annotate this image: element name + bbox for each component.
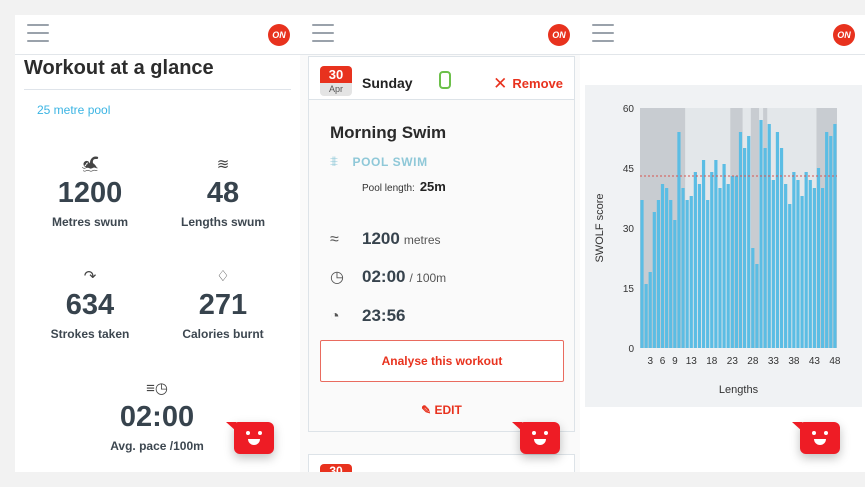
svg-text:23: 23 [727, 356, 739, 367]
chatbot-icon[interactable] [792, 422, 840, 454]
menu-icon[interactable] [27, 24, 49, 44]
swimmer-icon: 🏊︎ [80, 156, 100, 173]
swimmer-icon: ≈ [330, 231, 339, 248]
svg-text:9: 9 [672, 356, 678, 367]
svg-text:60: 60 [623, 104, 635, 115]
svg-text:15: 15 [623, 284, 635, 295]
svg-text:SWOLF score: SWOLF score [594, 193, 606, 262]
svg-text:33: 33 [768, 356, 780, 367]
stat-strokes: ↷ 634 Strokes taken [30, 267, 150, 341]
pool-length: Pool length: 25m [362, 179, 446, 194]
svg-text:0: 0 [628, 344, 634, 355]
swolf-chart: 0 15 30 45 60 3 6 9 13 18 23 28 33 38 43 48 Lengths SWOLF… [585, 85, 862, 407]
svg-text:43: 43 [809, 356, 821, 367]
stat-pace: ≡◷ 02:00 Avg. pace /100m [97, 379, 217, 453]
pace-icon: ≡◷ [146, 380, 168, 397]
pool-length-label: 25 metre pool [37, 103, 111, 117]
chatbot-icon[interactable] [226, 422, 274, 454]
pace-icon: ◷ [330, 269, 344, 286]
chatbot-icon[interactable] [512, 422, 560, 454]
next-workout-card[interactable]: 30 [308, 454, 575, 472]
swolf-bar-chart: 0 15 30 45 60 3 6 9 13 18 23 28 33 38 43 48 Lengths SWOLF… [594, 104, 841, 396]
top-bar: ON [580, 15, 865, 55]
brand-logo-icon[interactable]: ON [833, 24, 855, 46]
swolf-chart-panel: ON 0 15 30 45 60 3 6 9 13 18 23 28 33 38 43 48 Lengths SW… [580, 15, 865, 472]
strokes-icon: ↷ [83, 268, 97, 285]
workout-summary-panel: ON Workout at a glance 25 metre pool 🏊︎ … [15, 15, 300, 472]
brand-logo-icon[interactable]: ON [548, 24, 570, 46]
analyse-workout-button[interactable]: Analyse this workout [320, 340, 564, 382]
page-title: Workout at a glance [24, 57, 291, 90]
svg-text:48: 48 [829, 356, 841, 367]
svg-text:3: 3 [647, 356, 653, 367]
edit-icon: ✎ [421, 403, 435, 417]
pool-icon: ⩨ [330, 153, 339, 169]
top-bar: ON [15, 15, 300, 55]
svg-text:18: 18 [706, 356, 718, 367]
stat-calories: ♢ 271 Calories burnt [163, 267, 283, 341]
menu-icon[interactable] [592, 24, 614, 44]
svg-text:13: 13 [686, 356, 698, 367]
edit-button[interactable]: ✎ EDIT [421, 403, 462, 417]
brand-logo-icon[interactable]: ON [268, 24, 290, 46]
watch-icon [439, 71, 451, 89]
svg-text:28: 28 [747, 356, 759, 367]
date-badge: 30 Apr [320, 66, 352, 96]
workout-title: Morning Swim [330, 123, 447, 142]
clock-icon: ◔ [330, 308, 340, 325]
svg-text:30: 30 [623, 224, 635, 235]
top-bar: ON [300, 15, 580, 55]
lengths-icon: ≋ [216, 156, 230, 173]
stat-lengths: ≋ 48 Lengths swum [163, 155, 283, 229]
distance-row: ≈1200 metres [330, 229, 441, 248]
workout-card: 30 Apr Sunday ✕ Remove Morning Swim ⩨ POOL… [308, 56, 575, 432]
card-header: 30 Apr Sunday ✕ Remove [309, 57, 574, 100]
workout-type: ⩨ POOL SWIM [330, 153, 428, 169]
pace-row: ◷ 02:00/ 100m [330, 267, 447, 286]
svg-text:45: 45 [623, 164, 635, 175]
flame-icon: ♢ [216, 268, 230, 285]
remove-button[interactable]: ✕ Remove [493, 74, 563, 93]
svg-text:38: 38 [788, 356, 800, 367]
duration-row: ◔ 23:56 [330, 306, 406, 325]
svg-text:6: 6 [660, 356, 666, 367]
weekday-label: Sunday [362, 75, 413, 91]
menu-icon[interactable] [312, 24, 334, 44]
close-icon: ✕ [493, 74, 508, 93]
workout-detail-panel: ON 30 Apr Sunday ✕ Remove Morning Swim ⩨ P… [300, 15, 580, 472]
svg-text:Lengths: Lengths [719, 384, 759, 396]
stat-metres: 🏊︎ 1200 Metres swum [30, 155, 150, 229]
